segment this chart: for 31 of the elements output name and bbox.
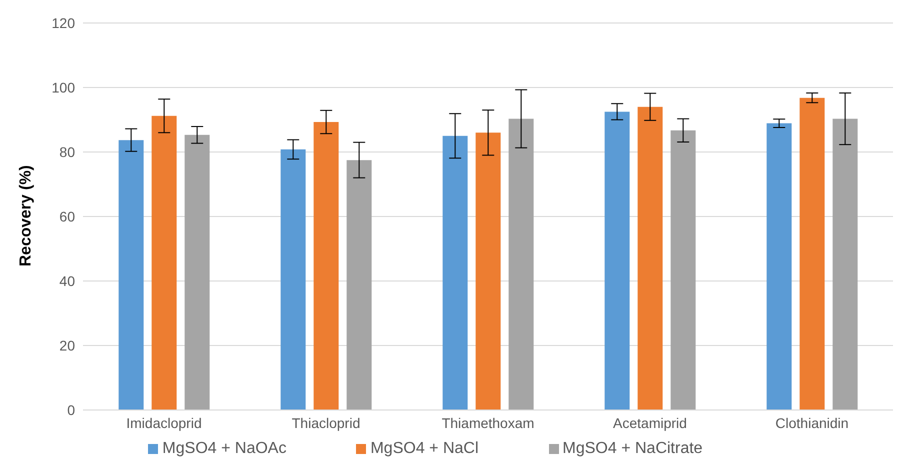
y-tick-label: 100	[52, 79, 76, 96]
bar	[442, 136, 468, 410]
bar	[670, 130, 696, 410]
y-axis-title: Recovery (%)	[18, 165, 35, 266]
bar	[346, 160, 372, 410]
bar	[508, 118, 534, 410]
x-tick-label: Imidacloprid	[126, 414, 202, 431]
y-tick-label: 80	[59, 144, 76, 160]
x-tick-label: Thiacloprid	[292, 414, 360, 431]
bar	[766, 123, 792, 410]
bar	[184, 134, 210, 410]
bar	[638, 106, 663, 410]
y-tick-label: 40	[59, 272, 76, 289]
y-tick-label: 0	[67, 402, 76, 418]
legend-label: MgSO4 + NaCl	[370, 440, 479, 457]
y-tick-label: 120	[52, 14, 76, 31]
bar	[314, 122, 339, 410]
x-tick-label: Acetamiprid	[613, 414, 687, 431]
x-tick-label: Clothianidin	[775, 414, 849, 431]
y-tick-label: 20	[59, 337, 76, 354]
bar	[476, 132, 501, 410]
bar	[152, 116, 177, 410]
legend-label: MgSO4 + NaOAc	[162, 440, 286, 457]
y-tick-label: 60	[59, 208, 76, 224]
bar	[118, 140, 144, 410]
bar	[604, 112, 630, 410]
bar	[832, 118, 858, 410]
bar	[280, 149, 306, 410]
x-tick-label: Thiamethoxam	[442, 414, 534, 431]
legend-label: MgSO4 + NaCitrate	[562, 440, 703, 457]
bar	[800, 98, 825, 410]
